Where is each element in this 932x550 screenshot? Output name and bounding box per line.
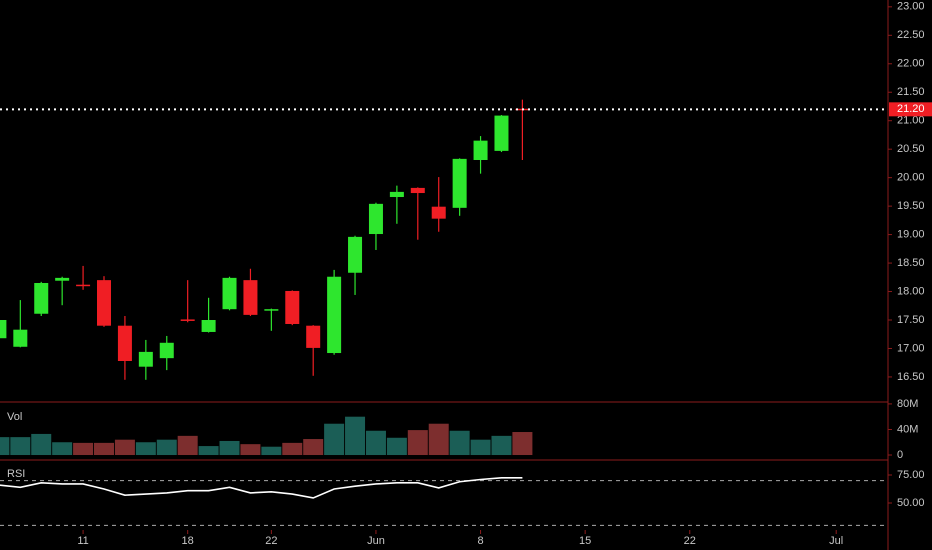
y-tick-label: 16.50 [897,371,925,383]
y-tick-label: 17.50 [897,314,925,326]
candle-body [138,351,153,367]
x-tick-label: 22 [265,535,277,547]
candle-body [159,342,174,359]
pane-label: RSI [7,468,25,480]
y-tick-label: 17.00 [897,342,925,354]
x-tick-label: Jul [829,535,843,547]
x-tick-label: 15 [579,535,591,547]
volume-bar [114,439,135,456]
y-tick-label: 80M [897,398,918,410]
y-tick-label: 23.00 [897,1,925,13]
price-label: 21.20 [897,103,925,115]
volume-bar [94,442,114,456]
y-tick-label: 18.50 [897,257,925,269]
candle-body [222,277,237,310]
x-tick-label: 22 [684,535,696,547]
volume-bar [512,432,533,456]
candle-body [389,191,404,198]
candle-body [180,319,195,321]
x-tick-label: Jun [367,535,385,547]
candle-body [452,158,467,208]
y-tick-label: 50.00 [897,497,925,509]
price-label-box [889,102,932,117]
candle-body [0,320,7,339]
candle-body [243,280,258,315]
candle-body [410,187,425,194]
volume-bar [31,433,52,456]
candle-body [117,325,132,362]
candle-body [306,325,321,348]
volume-bar [156,439,177,456]
volume-bar [261,446,282,456]
volume-bar [386,437,407,456]
volume-bar [407,430,428,456]
y-tick-label: 75.00 [897,469,925,481]
candle-body [201,320,216,332]
volume-bar [198,446,219,456]
candle-body [494,115,509,151]
candle-body [473,140,488,161]
y-tick-label: 19.50 [897,200,925,212]
y-tick-label: 0 [897,449,903,461]
volume-bar [345,416,366,456]
x-tick-label: 8 [477,535,483,547]
volume-bar [219,440,240,456]
candle-body [431,206,446,219]
y-tick-label: 40M [897,423,918,435]
candle-body [348,236,363,273]
y-tick-label: 22.00 [897,58,925,70]
volume-bar [282,442,303,456]
volume-bar [428,423,449,456]
y-tick-label: 20.50 [897,143,925,155]
candle-body [34,282,49,314]
x-tick-label: 11 [77,535,88,547]
volume-bar [324,423,345,456]
rsi-line [0,477,523,499]
candle-body [97,280,111,326]
candle-body [327,276,342,354]
volume-bar [365,430,386,456]
candle-body [285,290,300,324]
volume-bar [470,439,491,456]
volume-bar [177,435,198,456]
x-tick-label: 18 [182,535,194,547]
volume-bar [491,435,512,456]
y-tick-label: 22.50 [897,29,925,41]
volume-bar [10,437,31,456]
y-tick-label: 21.50 [897,86,925,98]
candle-body [368,203,383,235]
candle-body [13,329,28,347]
y-tick-label: 19.00 [897,229,925,241]
volume-bar [73,442,94,456]
volume-bar [135,442,156,456]
volume-bar [449,430,470,456]
pane-label: Vol [7,411,22,423]
candle-body [264,309,279,311]
candle-body [76,284,91,287]
volume-bar [52,442,73,456]
y-tick-label: 18.00 [897,285,925,297]
volume-bar [0,437,10,456]
candle-body [55,277,70,281]
volume-bar [240,444,261,456]
y-tick-label: 20.00 [897,172,925,184]
volume-bar [303,439,324,456]
y-tick-label: 21.00 [897,115,925,127]
